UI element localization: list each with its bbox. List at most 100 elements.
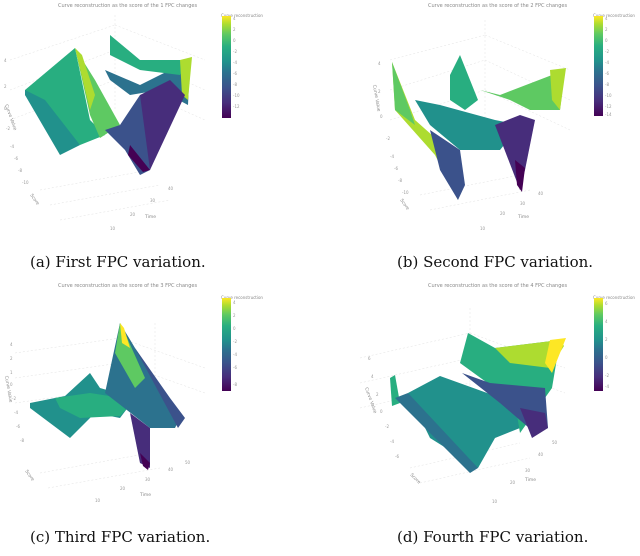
svg-text:0: 0 <box>605 38 608 43</box>
x-axis-ticks: 10 20 30 40 50 <box>95 460 191 503</box>
x-axis-ticks: 10 20 30 40 50 <box>492 440 558 504</box>
svg-text:-10: -10 <box>605 93 612 98</box>
svg-text:-4: -4 <box>233 352 237 357</box>
plot-title: Curve reconstruction as the score of the… <box>428 3 568 9</box>
surface-plot[interactable]: 420-2 -4-6-8-10 Curve Value Score Time 1… <box>0 0 320 278</box>
svg-text:-2: -2 <box>233 339 237 344</box>
colorbar <box>594 16 603 116</box>
svg-text:20: 20 <box>130 212 136 217</box>
svg-text:30: 30 <box>145 477 151 482</box>
svg-text:-8: -8 <box>233 382 237 387</box>
colorbar-ticks: 6 4 2 0 -2 -4 <box>605 301 609 389</box>
svg-text:-6: -6 <box>14 156 18 161</box>
svg-text:-2: -2 <box>233 49 237 54</box>
svg-text:-14: -14 <box>605 112 612 117</box>
svg-text:10: 10 <box>110 226 116 231</box>
svg-text:50: 50 <box>552 440 558 445</box>
panel-a: Curve reconstruction as the score of the… <box>0 0 320 278</box>
grid <box>389 20 571 211</box>
caption: (c) Third FPC variation. <box>30 528 211 546</box>
x-axis-label: Time <box>517 214 529 220</box>
svg-text:6: 6 <box>368 356 371 361</box>
svg-text:0: 0 <box>4 106 7 111</box>
svg-text:-6: -6 <box>16 424 20 429</box>
y-axis-label: Score <box>23 469 35 483</box>
svg-text:-4: -4 <box>14 410 18 415</box>
svg-text:40: 40 <box>538 452 544 457</box>
svg-text:2: 2 <box>233 313 236 318</box>
svg-text:-8: -8 <box>605 82 609 87</box>
svg-text:-4: -4 <box>10 144 14 149</box>
svg-text:-4: -4 <box>605 60 609 65</box>
svg-text:30: 30 <box>150 198 156 203</box>
svg-text:-10: -10 <box>22 180 29 185</box>
z-axis-ticks: 4 2 1 0 -2 -4 -6 -8 <box>10 342 24 443</box>
svg-text:-10: -10 <box>402 190 409 195</box>
svg-text:4: 4 <box>4 58 7 63</box>
svg-text:20: 20 <box>510 480 516 485</box>
colorbar-title: Curve reconstruction <box>221 295 263 300</box>
svg-text:2: 2 <box>10 356 13 361</box>
svg-text:2: 2 <box>605 337 608 342</box>
colorbar <box>222 298 231 391</box>
svg-text:-2: -2 <box>385 424 389 429</box>
x-axis-label: Time <box>139 492 151 498</box>
colorbar-ticks: 4 2 0 -2 -4 -6 -8 -10 -12 -14 <box>605 16 612 117</box>
z-axis-label: Curve Value <box>363 387 378 415</box>
svg-text:-4: -4 <box>233 60 237 65</box>
svg-text:4: 4 <box>378 61 381 66</box>
svg-text:0: 0 <box>233 38 236 43</box>
caption: (b) Second FPC variation. <box>397 253 594 271</box>
svg-text:-2: -2 <box>386 136 390 141</box>
panel-c: Curve reconstruction as the score of the… <box>0 278 320 556</box>
svg-text:30: 30 <box>525 468 531 473</box>
svg-text:-2: -2 <box>605 373 609 378</box>
z-axis-label: Curve Value <box>3 375 14 403</box>
svg-text:-4: -4 <box>390 154 394 159</box>
svg-text:20: 20 <box>120 486 126 491</box>
z-axis-label: Curve Value <box>371 84 382 112</box>
colorbar-title: Curve reconstruction <box>593 295 635 300</box>
svg-text:4: 4 <box>233 16 236 21</box>
x-axis-ticks: 10 20 30 40 <box>480 191 544 231</box>
x-axis-ticks: 10 20 30 40 <box>110 186 174 231</box>
svg-text:40: 40 <box>538 191 544 196</box>
svg-text:40: 40 <box>168 467 174 472</box>
surface <box>25 35 192 175</box>
svg-text:10: 10 <box>95 498 101 503</box>
svg-text:40: 40 <box>168 186 174 191</box>
plot-title: Curve reconstruction as the score of the… <box>428 283 568 289</box>
svg-text:-10: -10 <box>233 93 240 98</box>
svg-text:4: 4 <box>233 300 236 305</box>
colorbar-ticks: 4 2 0 -2 -4 -6 -8 -10 -12 <box>233 16 240 109</box>
svg-text:-6: -6 <box>395 454 399 459</box>
svg-text:-8: -8 <box>18 168 22 173</box>
svg-text:-6: -6 <box>605 71 609 76</box>
x-axis-label: Time <box>524 477 536 483</box>
svg-text:-12: -12 <box>233 104 240 109</box>
svg-text:-2: -2 <box>605 49 609 54</box>
svg-text:30: 30 <box>520 201 526 206</box>
svg-text:-6: -6 <box>233 365 237 370</box>
svg-text:-8: -8 <box>20 438 24 443</box>
svg-text:-6: -6 <box>233 71 237 76</box>
svg-text:20: 20 <box>500 211 506 216</box>
svg-text:0: 0 <box>233 326 236 331</box>
surface <box>390 333 566 473</box>
svg-text:4: 4 <box>605 16 608 21</box>
svg-text:2: 2 <box>4 84 7 89</box>
surface-plot[interactable]: 420-2 -4-6-8-10 Curve Value Score Time 1… <box>320 0 640 278</box>
panel-d: Curve reconstruction as the score of the… <box>320 278 640 556</box>
z-axis-ticks: 4 2 0 -2 -4 -6 -8 -10 <box>4 58 29 185</box>
svg-text:-2: -2 <box>12 396 16 401</box>
svg-text:4: 4 <box>605 319 608 324</box>
y-axis-label: Score <box>398 198 410 212</box>
y-axis-label: Score <box>409 472 422 485</box>
svg-text:2: 2 <box>378 89 381 94</box>
svg-text:-8: -8 <box>398 178 402 183</box>
colorbar-title: Curve reconstruction <box>593 13 635 18</box>
svg-text:10: 10 <box>492 499 498 504</box>
z-axis-ticks: 6 4 2 0 -2 -4 -6 <box>368 356 399 459</box>
